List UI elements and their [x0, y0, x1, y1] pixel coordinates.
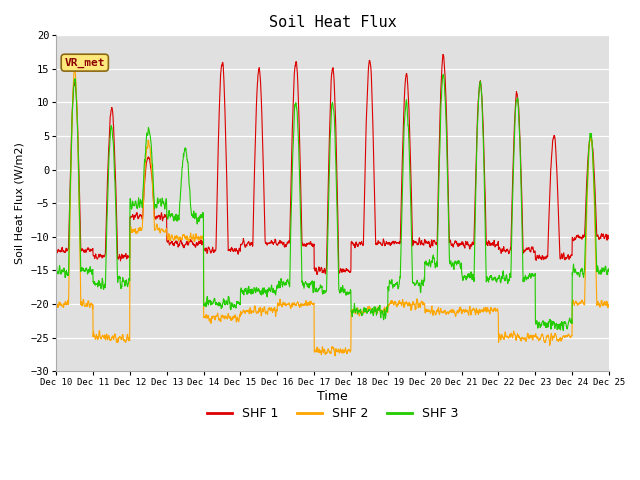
SHF 1: [349, 240, 356, 246]
SHF 1: [493, 240, 501, 246]
SHF 2: [207, 318, 214, 324]
SHF 2: [52, 302, 60, 308]
SHF 2: [572, 299, 580, 305]
SHF 2: [349, 308, 356, 314]
SHF 1: [439, 51, 447, 57]
SHF 1: [52, 246, 60, 252]
SHF 2: [557, 335, 564, 340]
SHF 3: [493, 277, 501, 283]
Line: SHF 2: SHF 2: [56, 69, 609, 356]
SHF 3: [559, 328, 567, 334]
Legend: SHF 1, SHF 2, SHF 3: SHF 1, SHF 2, SHF 3: [202, 402, 463, 425]
SHF 3: [349, 311, 356, 317]
SHF 2: [70, 66, 78, 72]
Line: SHF 3: SHF 3: [56, 74, 609, 331]
Title: Soil Heat Flux: Soil Heat Flux: [269, 15, 396, 30]
SHF 3: [556, 326, 564, 332]
SHF 1: [313, 272, 321, 277]
SHF 1: [605, 236, 612, 241]
SHF 3: [52, 262, 60, 267]
X-axis label: Time: Time: [317, 390, 348, 403]
SHF 1: [361, 180, 369, 186]
SHF 1: [557, 256, 564, 262]
SHF 1: [207, 249, 214, 255]
SHF 1: [572, 236, 580, 241]
Line: SHF 1: SHF 1: [56, 54, 609, 275]
SHF 3: [605, 268, 612, 274]
Text: VR_met: VR_met: [65, 58, 105, 68]
SHF 3: [207, 298, 214, 303]
SHF 2: [331, 353, 339, 359]
SHF 3: [360, 307, 368, 312]
SHF 3: [572, 269, 580, 275]
SHF 3: [440, 72, 447, 77]
SHF 2: [493, 306, 501, 312]
SHF 2: [605, 301, 612, 307]
SHF 2: [361, 308, 369, 314]
Y-axis label: Soil Heat Flux (W/m2): Soil Heat Flux (W/m2): [15, 142, 25, 264]
